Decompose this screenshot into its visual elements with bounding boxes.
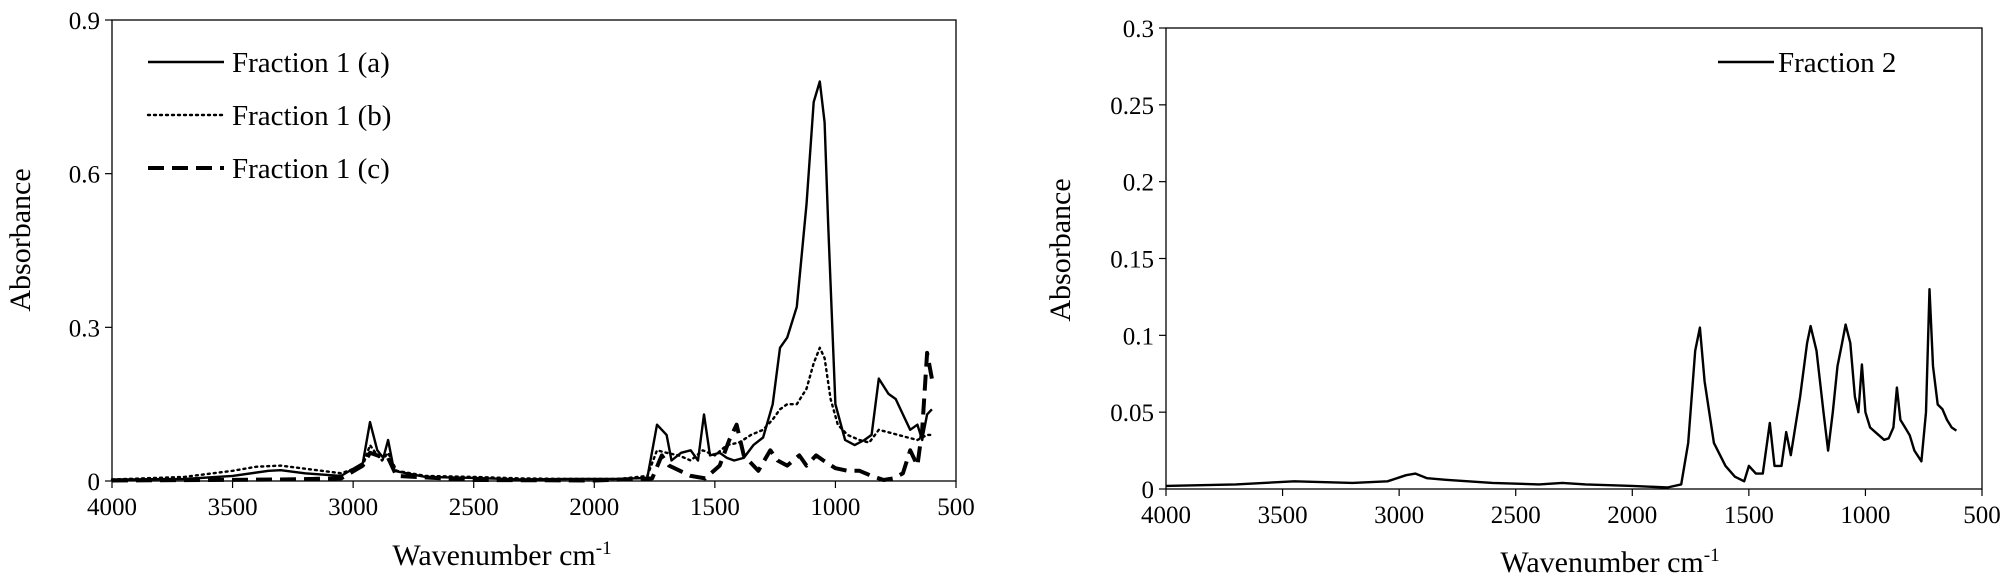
x-tick-label: 500 [1963, 502, 2001, 529]
y-tick-label: 0.1 [1123, 323, 1154, 350]
series-line-1 [111, 80, 933, 481]
series-line-1 [1165, 288, 1958, 489]
legend-label-2: Fraction 1 (b) [232, 100, 391, 132]
x-tick-label: 1000 [1840, 502, 1890, 529]
chart-left-x-tick-labels: 4000 3500 3000 2500 2000 1500 1000 500 [87, 494, 975, 521]
y-tick-label: 0 [88, 469, 101, 496]
chart-left-y-tick-labels: 0 0.3 0.6 0.9 [69, 8, 100, 496]
chart-right-x-tick-labels: 4000 3500 3000 2500 2000 1500 1000 500 [1141, 502, 2001, 529]
chart-right-x-axis-title-text: Wavenumber cm [1500, 546, 1703, 579]
y-tick-label: 0.05 [1110, 400, 1154, 427]
chart-left-x-axis-title-sup: -1 [596, 538, 612, 559]
x-tick-label: 2000 [569, 494, 619, 521]
x-tick-label: 2500 [1491, 502, 1541, 529]
chart-left-plot-area [105, 19, 957, 488]
y-tick-label: 0.2 [1123, 170, 1154, 197]
chart-right-y-axis-title: Absorbance [1044, 178, 1077, 321]
x-tick-label: 1000 [810, 494, 860, 521]
y-tick-label: 0 [1142, 477, 1155, 504]
chart-right-plot-area [1159, 27, 1983, 496]
x-tick-label: 2500 [449, 494, 499, 521]
x-tick-label: 1500 [1724, 502, 1774, 529]
chart-left-x-axis-title-text: Wavenumber cm [392, 539, 595, 572]
chart-left: 4000 3500 3000 2500 2000 1500 1000 500 00.30.60… [4, 8, 975, 572]
chart-left-x-axis-title: Wavenumber cm-1 [392, 538, 611, 572]
chart-right: 4000 3500 3000 2500 2000 1500 1000 500 0 0.05 0.1… [1044, 16, 2001, 579]
y-tick-label: 0.3 [1123, 16, 1154, 43]
y-tick-label: 0.15 [1110, 247, 1154, 274]
x-tick-label: 3500 [1258, 502, 1308, 529]
chart-right-y-tick-labels: 0 0.05 0.1 0.15 0.2 0.25 0.3 [1110, 16, 1154, 504]
chart-left-y-axis-title: Absorbance [4, 168, 37, 311]
chart-right-x-axis-title: Wavenumber cm-1 [1500, 545, 1719, 579]
x-tick-label: 500 [937, 494, 975, 521]
chart-right-x-axis-title-sup: -1 [1704, 545, 1720, 566]
legend-label-1: Fraction 1 (a) [232, 47, 390, 79]
chart-left-legend: Fraction 1 (a) Fraction 1 (b) Fraction 1 (… [146, 47, 391, 185]
y-tick-label: 0.25 [1110, 93, 1154, 120]
y-tick-label: 0.9 [69, 8, 100, 35]
x-tick-label: 1500 [690, 494, 740, 521]
series-line-2 [110, 346, 934, 481]
x-tick-label: 4000 [87, 494, 137, 521]
x-tick-label: 2000 [1607, 502, 1657, 529]
series-line-3 [111, 350, 934, 483]
x-tick-label: 3500 [208, 494, 258, 521]
x-tick-label: 3000 [1374, 502, 1424, 529]
x-tick-label: 3000 [328, 494, 378, 521]
chart-right-legend: Fraction 2 [1718, 47, 1896, 79]
y-tick-label: 0.3 [69, 315, 100, 342]
plot-frame [1165, 27, 1983, 490]
y-tick-label: 0.6 [69, 162, 100, 189]
x-tick-label: 4000 [1141, 502, 1191, 529]
legend-label-1: Fraction 2 [1778, 47, 1896, 79]
legend-label-3: Fraction 1 (c) [232, 153, 390, 185]
